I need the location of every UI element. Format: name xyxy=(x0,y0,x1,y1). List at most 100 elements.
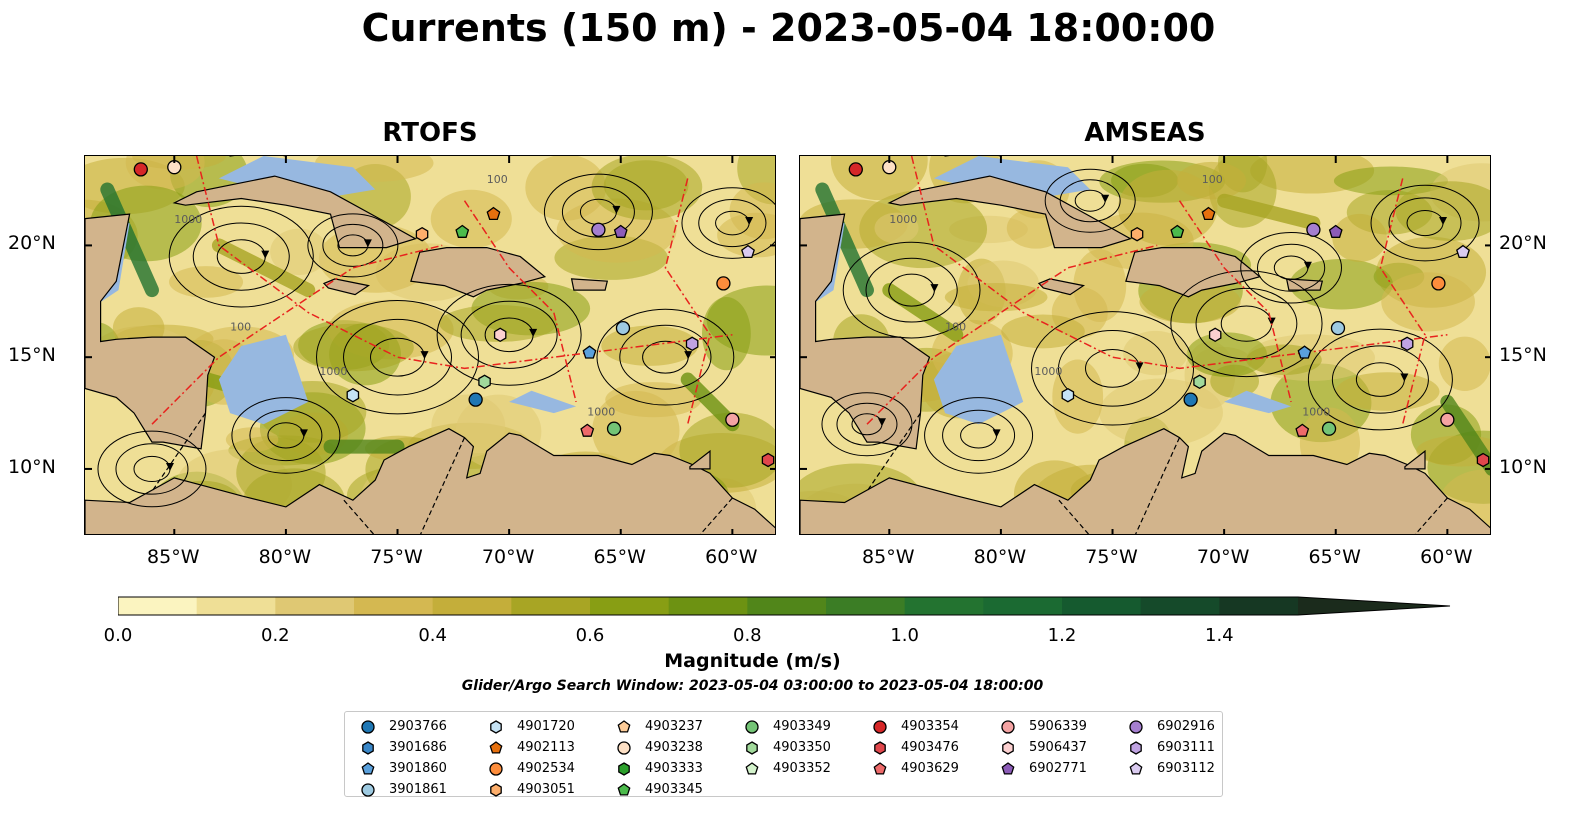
legend-label: 3901686 xyxy=(389,740,447,755)
legend-marker-4903051 xyxy=(490,782,502,797)
legend-item-3901860: 3901860 xyxy=(361,758,447,779)
legend-marker-icon xyxy=(1001,761,1015,775)
current-streamline xyxy=(1059,179,1121,223)
legend-marker-icon xyxy=(361,761,375,775)
legend-label: 4903629 xyxy=(901,761,959,776)
legend-label: 4903352 xyxy=(773,761,831,776)
bathymetry-contour-label: 1000 xyxy=(1302,405,1330,418)
float-marker-4902113 xyxy=(1201,206,1216,221)
float-marker-3901861 xyxy=(615,320,631,336)
legend-marker-icon xyxy=(489,740,503,754)
eez-boundary xyxy=(1379,178,1426,425)
float-marker-5906339 xyxy=(1440,412,1455,427)
legend-item-5906437: 5906437 xyxy=(1001,737,1087,758)
legend-marker-icon xyxy=(617,719,631,733)
legend-marker-icon xyxy=(361,719,375,734)
current-magnitude-region xyxy=(270,228,328,276)
colorbar-tick-label: 0.8 xyxy=(733,625,762,646)
jamaica-land xyxy=(1037,278,1086,296)
legend-marker-5906437 xyxy=(1002,740,1014,755)
current-streamline xyxy=(561,186,635,238)
colorbar-tick-label: 0.4 xyxy=(418,625,447,646)
colorbar-level xyxy=(1062,597,1142,615)
legend-marker-4903345 xyxy=(617,782,631,796)
legend-marker-icon xyxy=(1129,719,1143,734)
jamaica-land xyxy=(322,278,371,296)
streamline-arrow xyxy=(745,217,754,226)
legend-marker-icon xyxy=(874,740,886,755)
country-border xyxy=(1414,497,1448,534)
current-streamline xyxy=(1370,184,1480,262)
colorbar-level xyxy=(983,597,1063,615)
streamline-arrow xyxy=(684,351,693,360)
float-marker-4902113 xyxy=(486,206,501,221)
current-magnitude-region xyxy=(944,283,1048,312)
current-streamline xyxy=(322,223,384,267)
current-magnitude-region xyxy=(1381,272,1475,332)
map-panel-rtofs[interactable]: 100 1000 1000 100 1000 xyxy=(84,155,776,535)
strong-current-band xyxy=(1217,193,1321,231)
longitude-tick-label: 65°W xyxy=(1308,546,1361,568)
legend-label: 4903345 xyxy=(645,782,703,797)
colorbar-tick-label: 0.2 xyxy=(261,625,290,646)
float-marker-3901860 xyxy=(1297,345,1312,359)
current-streamline xyxy=(1331,345,1429,414)
legend-marker-icon xyxy=(617,782,631,796)
map-panel-amseas[interactable]: 100 1000 1000 100 1000 xyxy=(799,155,1491,535)
float-marker-4903629 xyxy=(580,423,595,437)
legend-item-4902113: 4902113 xyxy=(489,737,575,758)
eez-boundary xyxy=(195,156,733,370)
legend-marker-icon xyxy=(873,719,887,734)
legend-marker-5906339 xyxy=(1001,719,1015,734)
legend-item-4903352: 4903352 xyxy=(745,758,831,779)
legend-label: 4902113 xyxy=(517,740,575,755)
legend-label: 4903350 xyxy=(773,740,831,755)
bathymetry-contour-label: 100 xyxy=(1202,173,1223,186)
legend-label: 3901860 xyxy=(389,761,447,776)
colorbar xyxy=(117,595,1458,617)
shallow-water xyxy=(218,334,309,425)
colorbar-gradient xyxy=(117,596,1451,616)
colorbar-level xyxy=(354,597,434,615)
legend-label: 6902771 xyxy=(1029,761,1087,776)
colorbar-level xyxy=(747,597,827,615)
float-marker-5906437 xyxy=(1208,327,1222,343)
float-marker-6902771 xyxy=(1328,224,1343,238)
float-marker-3901860 xyxy=(582,345,597,359)
bathymetry-contour-label: 1000 xyxy=(889,213,917,226)
bathymetry-contour-label: 1000 xyxy=(174,213,202,226)
legend-marker-4903476 xyxy=(874,740,886,755)
bathymetry-contour-label: 1000 xyxy=(1034,365,1062,378)
current-streamline xyxy=(842,241,981,339)
south-america-land xyxy=(85,428,775,534)
current-magnitude-region xyxy=(439,304,557,342)
current-magnitude-region xyxy=(225,427,279,452)
legend-label: 4903476 xyxy=(901,740,959,755)
legend-marker-icon xyxy=(1130,740,1142,755)
streamline-arrow xyxy=(165,462,174,471)
bathymetry-contour-label: 100 xyxy=(487,173,508,186)
legend-label: 2903766 xyxy=(389,719,447,734)
current-magnitude-region xyxy=(169,266,244,298)
float-legend: 2903766 3901686 3901860 3901861 4901720 49021… xyxy=(344,711,1223,797)
float-marker-4903345 xyxy=(1170,224,1185,238)
strong-current-band xyxy=(100,182,159,298)
legend-item-4903345: 4903345 xyxy=(617,779,703,800)
legend-marker-icon xyxy=(1002,740,1014,755)
current-magnitude-region xyxy=(1335,372,1440,411)
cuba-land xyxy=(172,175,417,249)
float-marker-5906339 xyxy=(725,412,740,427)
eez-boundary xyxy=(910,156,1448,370)
colorbar-level xyxy=(511,597,591,615)
colorbar-tick-label: 0.0 xyxy=(103,625,133,646)
current-streamline xyxy=(1240,231,1342,304)
float-marker-4903354 xyxy=(133,162,148,177)
legend-item-5906339: 5906339 xyxy=(1001,716,1087,737)
legend-column: 2903766 3901686 3901860 3901861 xyxy=(361,716,447,800)
current-streamline xyxy=(192,222,290,291)
legend-item-4903349: 4903349 xyxy=(745,716,831,737)
current-streamline xyxy=(115,443,189,495)
streamline-arrow xyxy=(1267,317,1276,326)
float-marker-4901720 xyxy=(1061,387,1075,403)
latitude-tick-label-right: 20°N xyxy=(1499,232,1547,255)
